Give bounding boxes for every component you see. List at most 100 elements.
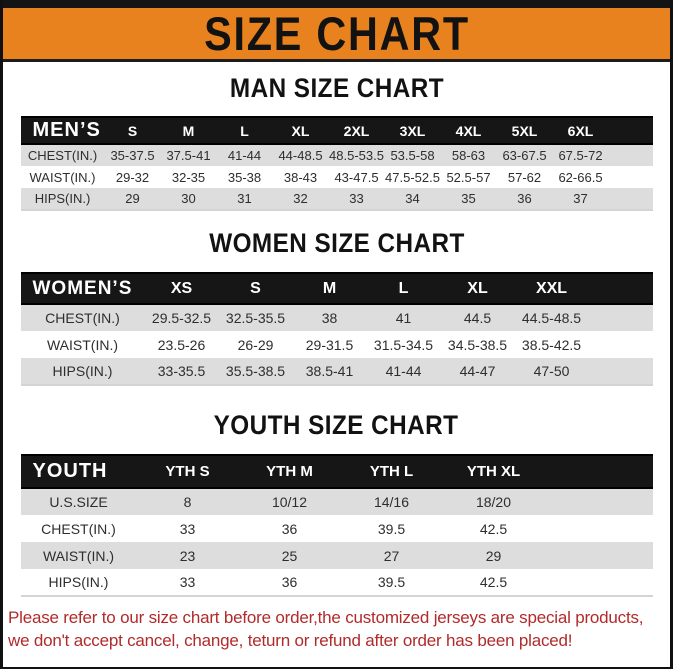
size-value: 67.5-72 [552, 144, 609, 166]
spacer-cell [588, 304, 653, 331]
size-value: 25 [238, 542, 341, 569]
spacer-cell [608, 166, 653, 188]
size-value: 29.5-32.5 [144, 304, 219, 331]
spacer-cell [544, 569, 653, 596]
size-value: 33-35.5 [144, 358, 219, 385]
men-chest-row: CHEST(IN.) 35-37.5 37.5-41 41-44 44-48.5… [20, 144, 653, 166]
size-value: 32.5-35.5 [218, 304, 293, 331]
size-value: 8 [136, 488, 239, 515]
row-label: CHEST(IN.) [20, 515, 137, 542]
women-chest-row: CHEST(IN.) 29.5-32.5 32.5-35.5 38 41 44.… [20, 304, 653, 331]
size-value: 33 [328, 188, 385, 210]
size-value: 43-47.5 [328, 166, 385, 188]
size-value: 10/12 [238, 488, 341, 515]
row-label: WAIST(IN.) [20, 166, 105, 188]
man-section-title: MAN SIZE CHART [229, 73, 444, 103]
size-value: 29 [442, 542, 545, 569]
spacer-cell [588, 272, 653, 305]
size-value: 38.5-41 [292, 358, 367, 385]
men-size-header: M [160, 116, 217, 145]
size-value: 32-35 [160, 166, 217, 188]
row-label: HIPS(IN.) [20, 358, 145, 385]
men-size-header: S [104, 116, 161, 145]
row-label: WAIST(IN.) [20, 331, 145, 358]
spacer-cell [588, 358, 653, 385]
men-size-header: L [216, 116, 273, 145]
size-value: 41 [366, 304, 441, 331]
size-value: 14/16 [340, 488, 443, 515]
size-value: 44-48.5 [272, 144, 329, 166]
size-value: 31 [216, 188, 273, 210]
size-value: 30 [160, 188, 217, 210]
men-table-label: MEN’S [20, 116, 105, 145]
men-header-row: MEN’S S M L XL 2XL 3XL 4XL 5XL 6XL [20, 116, 653, 145]
size-value: 26-29 [218, 331, 293, 358]
row-label: U.S.SIZE [20, 488, 137, 515]
women-size-header: XS [144, 272, 219, 305]
size-value: 62-66.5 [552, 166, 609, 188]
top-black-bar [3, 0, 670, 8]
size-value: 31.5-34.5 [366, 331, 441, 358]
women-waist-row: WAIST(IN.) 23.5-26 26-29 29-31.5 31.5-34… [20, 331, 653, 358]
row-label: CHEST(IN.) [20, 144, 105, 166]
size-value: 36 [238, 569, 341, 596]
size-value: 47-50 [514, 358, 589, 385]
size-value: 41-44 [366, 358, 441, 385]
row-label: HIPS(IN.) [20, 188, 105, 210]
size-value: 53.5-58 [384, 144, 441, 166]
women-header-row: WOMEN’S XS S M L XL XXL [20, 272, 653, 305]
youth-ussize-row: U.S.SIZE 8 10/12 14/16 18/20 [20, 488, 653, 515]
size-value: 44.5-48.5 [514, 304, 589, 331]
men-hips-row: HIPS(IN.) 29 30 31 32 33 34 35 36 37 [20, 188, 653, 210]
size-value: 52.5-57 [440, 166, 497, 188]
footer-line-2: we don't accept cancel, change, teturn o… [8, 631, 573, 651]
women-size-header: XL [440, 272, 515, 305]
men-size-header: 6XL [552, 116, 609, 145]
size-value: 29-31.5 [292, 331, 367, 358]
spacer-cell [608, 144, 653, 166]
size-value: 38 [292, 304, 367, 331]
spacer-cell [588, 331, 653, 358]
size-value: 23 [136, 542, 239, 569]
spacer-cell [608, 188, 653, 210]
size-value: 38.5-42.5 [514, 331, 589, 358]
size-value: 37.5-41 [160, 144, 217, 166]
row-label: WAIST(IN.) [20, 542, 137, 569]
size-value: 42.5 [442, 569, 545, 596]
men-size-header: 3XL [384, 116, 441, 145]
spacer-cell [544, 542, 653, 569]
women-table-label: WOMEN’S [20, 272, 145, 305]
size-value: 36 [496, 188, 553, 210]
men-size-header: XL [272, 116, 329, 145]
women-size-header: L [366, 272, 441, 305]
size-value: 58-63 [440, 144, 497, 166]
size-value: 35-38 [216, 166, 273, 188]
size-value: 41-44 [216, 144, 273, 166]
women-section-title: WOMEN SIZE CHART [208, 228, 465, 258]
footer-note: Please refer to our size chart before or… [3, 606, 670, 653]
youth-size-header: YTH L [340, 454, 443, 489]
page-title: SIZE CHART [203, 8, 470, 60]
size-value: 44-47 [440, 358, 515, 385]
men-size-header: 4XL [440, 116, 497, 145]
size-value: 35-37.5 [104, 144, 161, 166]
size-value: 48.5-53.5 [328, 144, 385, 166]
size-value: 44.5 [440, 304, 515, 331]
spacer-cell [544, 454, 653, 489]
size-value: 18/20 [442, 488, 545, 515]
youth-waist-row: WAIST(IN.) 23 25 27 29 [20, 542, 653, 569]
size-value: 47.5-52.5 [384, 166, 441, 188]
youth-size-header: YTH M [238, 454, 341, 489]
youth-size-header: YTH S [136, 454, 239, 489]
size-value: 35.5-38.5 [218, 358, 293, 385]
size-value: 32 [272, 188, 329, 210]
youth-header-row: YOUTH YTH S YTH M YTH L YTH XL [20, 454, 653, 489]
men-size-table: MEN’S S M L XL 2XL 3XL 4XL 5XL 6XL CHEST… [20, 116, 653, 211]
size-value: 63-67.5 [496, 144, 553, 166]
spacer-cell [544, 488, 653, 515]
size-value: 42.5 [442, 515, 545, 542]
size-value: 34 [384, 188, 441, 210]
row-label: CHEST(IN.) [20, 304, 145, 331]
spacer-cell [544, 515, 653, 542]
